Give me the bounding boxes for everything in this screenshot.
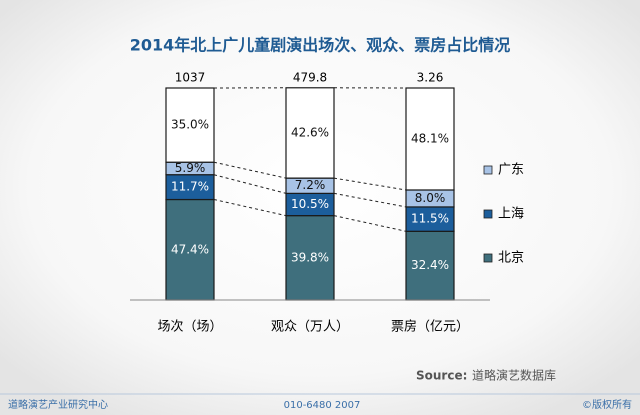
data-label: 47.4% [171, 242, 209, 256]
source-label: Source: [416, 369, 467, 383]
total-label: 479.8 [293, 71, 327, 85]
legend-label: 广东 [498, 163, 524, 178]
total-label: 1037 [175, 71, 206, 85]
bar-segment [405, 206, 455, 232]
data-label: 10.5% [291, 197, 329, 211]
chart-title: 2014年北上广儿童剧演出场次、观众、票房占比情况 [130, 36, 511, 55]
bar-segment [165, 198, 215, 301]
footer-copyright: ©版权所有 [582, 398, 632, 411]
legend-swatch [483, 165, 493, 175]
connector [213, 161, 287, 179]
bar-segment [165, 87, 215, 163]
data-label: 11.5% [411, 212, 449, 226]
footer-phone: 010-6480 2007 [284, 400, 361, 411]
total-label: 3.26 [417, 71, 444, 85]
data-label: 39.8% [291, 250, 329, 264]
bar-segment [285, 215, 335, 301]
data-label: 48.1% [411, 131, 449, 145]
connector [213, 174, 287, 194]
data-label: 5.9% [175, 161, 206, 175]
data-label: 11.7% [171, 180, 209, 194]
legend-swatch [483, 253, 493, 263]
bar-segment [165, 174, 215, 201]
x-tick-label: 票房（亿元） [391, 319, 469, 335]
bar-segment [285, 87, 335, 179]
legend-swatch [483, 209, 493, 219]
data-label: 8.0% [415, 191, 446, 205]
source: 道略演艺数据库 [472, 368, 556, 383]
bar-segment [405, 87, 455, 191]
x-tick-label: 观众（万人） [271, 320, 349, 335]
data-label: 42.6% [291, 125, 329, 139]
legend-label: 北京 [498, 251, 524, 266]
connector [333, 177, 407, 191]
data-label: 7.2% [295, 178, 326, 192]
data-label: 35.0% [171, 118, 209, 132]
connector [213, 199, 287, 217]
footer-org: 道略演艺产业研究中心 [8, 398, 108, 411]
legend-label: 上海 [498, 207, 524, 222]
x-tick-label: 场次（场） [157, 319, 222, 335]
connector [333, 192, 407, 208]
data-label: 32.4% [411, 258, 449, 272]
connector [333, 215, 407, 232]
